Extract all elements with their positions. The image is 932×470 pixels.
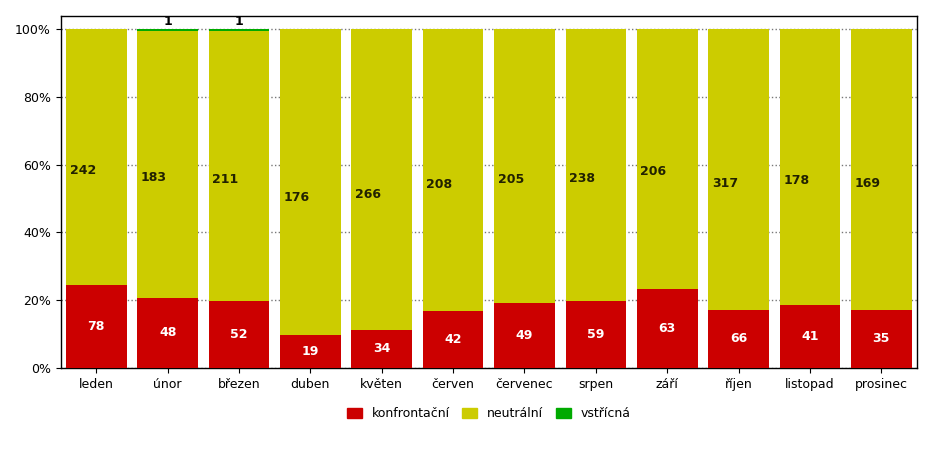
Text: 52: 52 [230,328,248,341]
Bar [708,29,769,310]
Text: 49: 49 [515,329,533,342]
Text: 317: 317 [712,177,738,190]
Text: 48: 48 [159,326,176,339]
Bar [780,305,841,368]
Text: 78: 78 [88,320,105,333]
Text: 42: 42 [445,333,462,346]
Bar [137,31,198,298]
Bar [209,29,269,31]
Bar [566,301,626,368]
Text: 41: 41 [802,330,818,343]
Text: 63: 63 [659,322,676,335]
Bar [637,289,697,368]
Text: 205: 205 [498,173,524,186]
Text: 176: 176 [283,191,309,204]
Bar [351,29,412,329]
Text: 34: 34 [373,342,391,355]
Bar [351,329,412,368]
Bar [423,29,484,311]
Bar [708,310,769,368]
Text: 266: 266 [355,188,381,201]
Text: 169: 169 [855,177,881,190]
Bar [137,298,198,368]
Text: 19: 19 [302,345,319,358]
Text: 66: 66 [730,332,747,345]
Legend: konfrontační, neutrální, vstřícná: konfrontační, neutrální, vstřícná [342,402,636,425]
Text: 208: 208 [426,178,452,191]
Bar [494,29,555,303]
Bar [209,31,269,301]
Bar [280,29,341,335]
Text: 59: 59 [587,328,605,341]
Bar [851,310,911,368]
Text: 242: 242 [70,164,96,177]
Bar [566,29,626,301]
Bar [637,29,697,289]
Text: 206: 206 [640,165,666,179]
Text: 178: 178 [783,174,809,187]
Bar [66,29,127,285]
Bar [137,29,198,31]
Bar [780,29,841,305]
Bar [851,29,911,310]
Text: 1: 1 [163,15,172,28]
Bar [209,301,269,368]
Bar [423,311,484,368]
Text: 1: 1 [235,15,243,28]
Text: 238: 238 [569,172,596,185]
Bar [66,285,127,368]
Bar [494,303,555,368]
Text: 183: 183 [141,171,167,184]
Text: 211: 211 [212,173,239,186]
Text: 35: 35 [872,332,890,345]
Bar [280,335,341,368]
